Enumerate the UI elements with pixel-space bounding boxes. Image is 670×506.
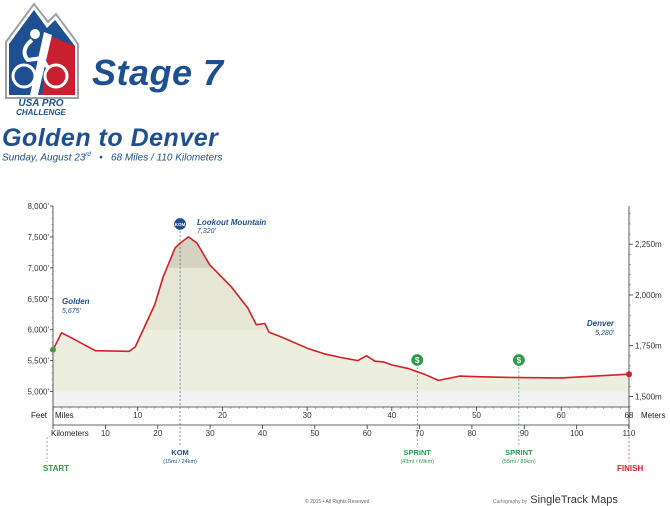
- logo-rider-head: [30, 29, 40, 39]
- logo-text-line1: USA PRO: [18, 98, 63, 109]
- date-suffix: rd: [85, 152, 91, 158]
- mile-tick-label: 60: [557, 411, 566, 420]
- km-tick-label: 10: [101, 429, 110, 438]
- km-tick-label: 90: [520, 429, 529, 438]
- km-tick-label: 70: [415, 429, 424, 438]
- km-tick-label: 40: [258, 429, 267, 438]
- place-elevation-label: 5,675': [62, 308, 82, 315]
- meter-tick-label: 2,250m: [635, 240, 662, 249]
- feet-tick-label: 7,000': [27, 264, 49, 273]
- mile-tick-label: 20: [218, 411, 227, 420]
- place-elevation-label: 5,280': [595, 330, 615, 337]
- km-tick-label: 30: [206, 429, 215, 438]
- sprint-sublabel: (55mi / 89km): [502, 459, 536, 465]
- kom-icon-glyph: KOM: [175, 222, 186, 227]
- start-label: START: [43, 464, 69, 473]
- miles-unit-label: Miles: [55, 411, 74, 420]
- place-name-label: Lookout Mountain: [197, 218, 266, 227]
- axes: 5,000' 5,500' 6,000' 6,500' 7,000' 7,500' 8,00…: [27, 202, 665, 438]
- stage-title: Stage 7: [92, 52, 224, 93]
- usa-pro-challenge-logo: USA PRO CHALLENGE: [5, 2, 79, 117]
- base-band: [53, 391, 629, 407]
- kom-label: KOM: [171, 448, 189, 457]
- elevation-band-7000-plus: [53, 236, 629, 268]
- feet-tick-label: 7,500': [27, 233, 49, 242]
- sprint-label: SPRINT: [505, 448, 533, 457]
- finish-dot: [626, 371, 632, 378]
- elevation-bands: [53, 391, 629, 407]
- logo-text-line2: CHALLENGE: [16, 108, 66, 117]
- place-name-label: Golden: [62, 297, 90, 306]
- race-date: Sunday, August 23: [2, 152, 86, 164]
- place-elevation-label: 7,320': [197, 228, 217, 235]
- meter-tick-label: 2,000m: [635, 291, 662, 300]
- mile-tick-label: 50: [472, 411, 481, 420]
- meters-unit-label: Meters: [641, 411, 665, 420]
- place-name-label: Denver: [587, 319, 615, 328]
- kilometers-unit-label: Kilometers: [51, 429, 89, 438]
- start-dot: [50, 346, 56, 353]
- mile-tick-label: 68: [625, 411, 634, 420]
- sprint-icon-glyph: $: [415, 356, 420, 365]
- elevation-line: [52, 236, 630, 382]
- sprint-label: SPRINT: [403, 448, 431, 457]
- sprint-sublabel: (43mi / 69km): [400, 459, 434, 465]
- elevation-area: [53, 236, 629, 392]
- km-tick-label: 100: [570, 429, 584, 438]
- subtitle-bullet: •: [99, 152, 103, 164]
- km-tick-label: 60: [363, 429, 372, 438]
- kom-sublabel: (15mi / 24km): [163, 459, 197, 465]
- km-tick-label: 80: [467, 429, 476, 438]
- meter-tick-label: 1,500m: [635, 392, 662, 401]
- credit-name: SingleTrack Maps: [530, 494, 618, 506]
- kom-icon: [172, 216, 188, 232]
- sprint-icon: [410, 352, 425, 368]
- route-title: Golden to Denver: [2, 124, 219, 152]
- elevation-profile-chart: 5,000' 5,500' 6,000' 6,500' 7,000' 7,500' 8,00…: [27, 202, 665, 473]
- km-tick-label: 50: [310, 429, 319, 438]
- route-subtitle: Sunday, August 23rd • 68 Miles / 110 Kil…: [2, 152, 222, 163]
- logo-rider-body: [22, 38, 50, 70]
- mile-tick-label: 10: [133, 411, 142, 420]
- km-tick-label: 20: [153, 429, 162, 438]
- logo-wheel-front: [43, 63, 69, 89]
- annotations: START FINISH Golden 5,675' Denver 5,280' Looko…: [43, 216, 643, 473]
- copyright-notice: © 2015 • All Rights Reserved: [305, 499, 370, 505]
- sprint-icon-glyph: $: [517, 356, 522, 365]
- km-tick-label: 110: [623, 429, 636, 438]
- credit-prefix: Cartography by: [493, 499, 528, 505]
- feet-unit-label: Feet: [31, 411, 48, 420]
- meter-tick-label: 1,750m: [635, 342, 662, 351]
- feet-tick-label: 8,000': [27, 202, 49, 211]
- feet-tick-label: 5,000': [27, 388, 49, 397]
- sprint-icon: [511, 352, 526, 368]
- elevation-band-6000-7000: [53, 267, 629, 330]
- marker-guides: [46, 231, 630, 462]
- finish-label: FINISH: [617, 464, 643, 473]
- feet-tick-label: 6,000': [27, 326, 49, 335]
- elevation-line-group: [52, 236, 630, 382]
- elevation-fill: [53, 236, 629, 392]
- mile-tick-label: 30: [303, 411, 312, 420]
- feet-tick-label: 5,500': [27, 357, 49, 366]
- feet-tick-label: 6,500': [27, 295, 49, 304]
- mile-tick-label: 40: [387, 411, 396, 420]
- logo-wheel-back: [11, 63, 37, 89]
- cartography-credit: Cartography by SingleTrack Maps: [493, 494, 618, 506]
- race-distance: 68 Miles / 110 Kilometers: [110, 152, 223, 164]
